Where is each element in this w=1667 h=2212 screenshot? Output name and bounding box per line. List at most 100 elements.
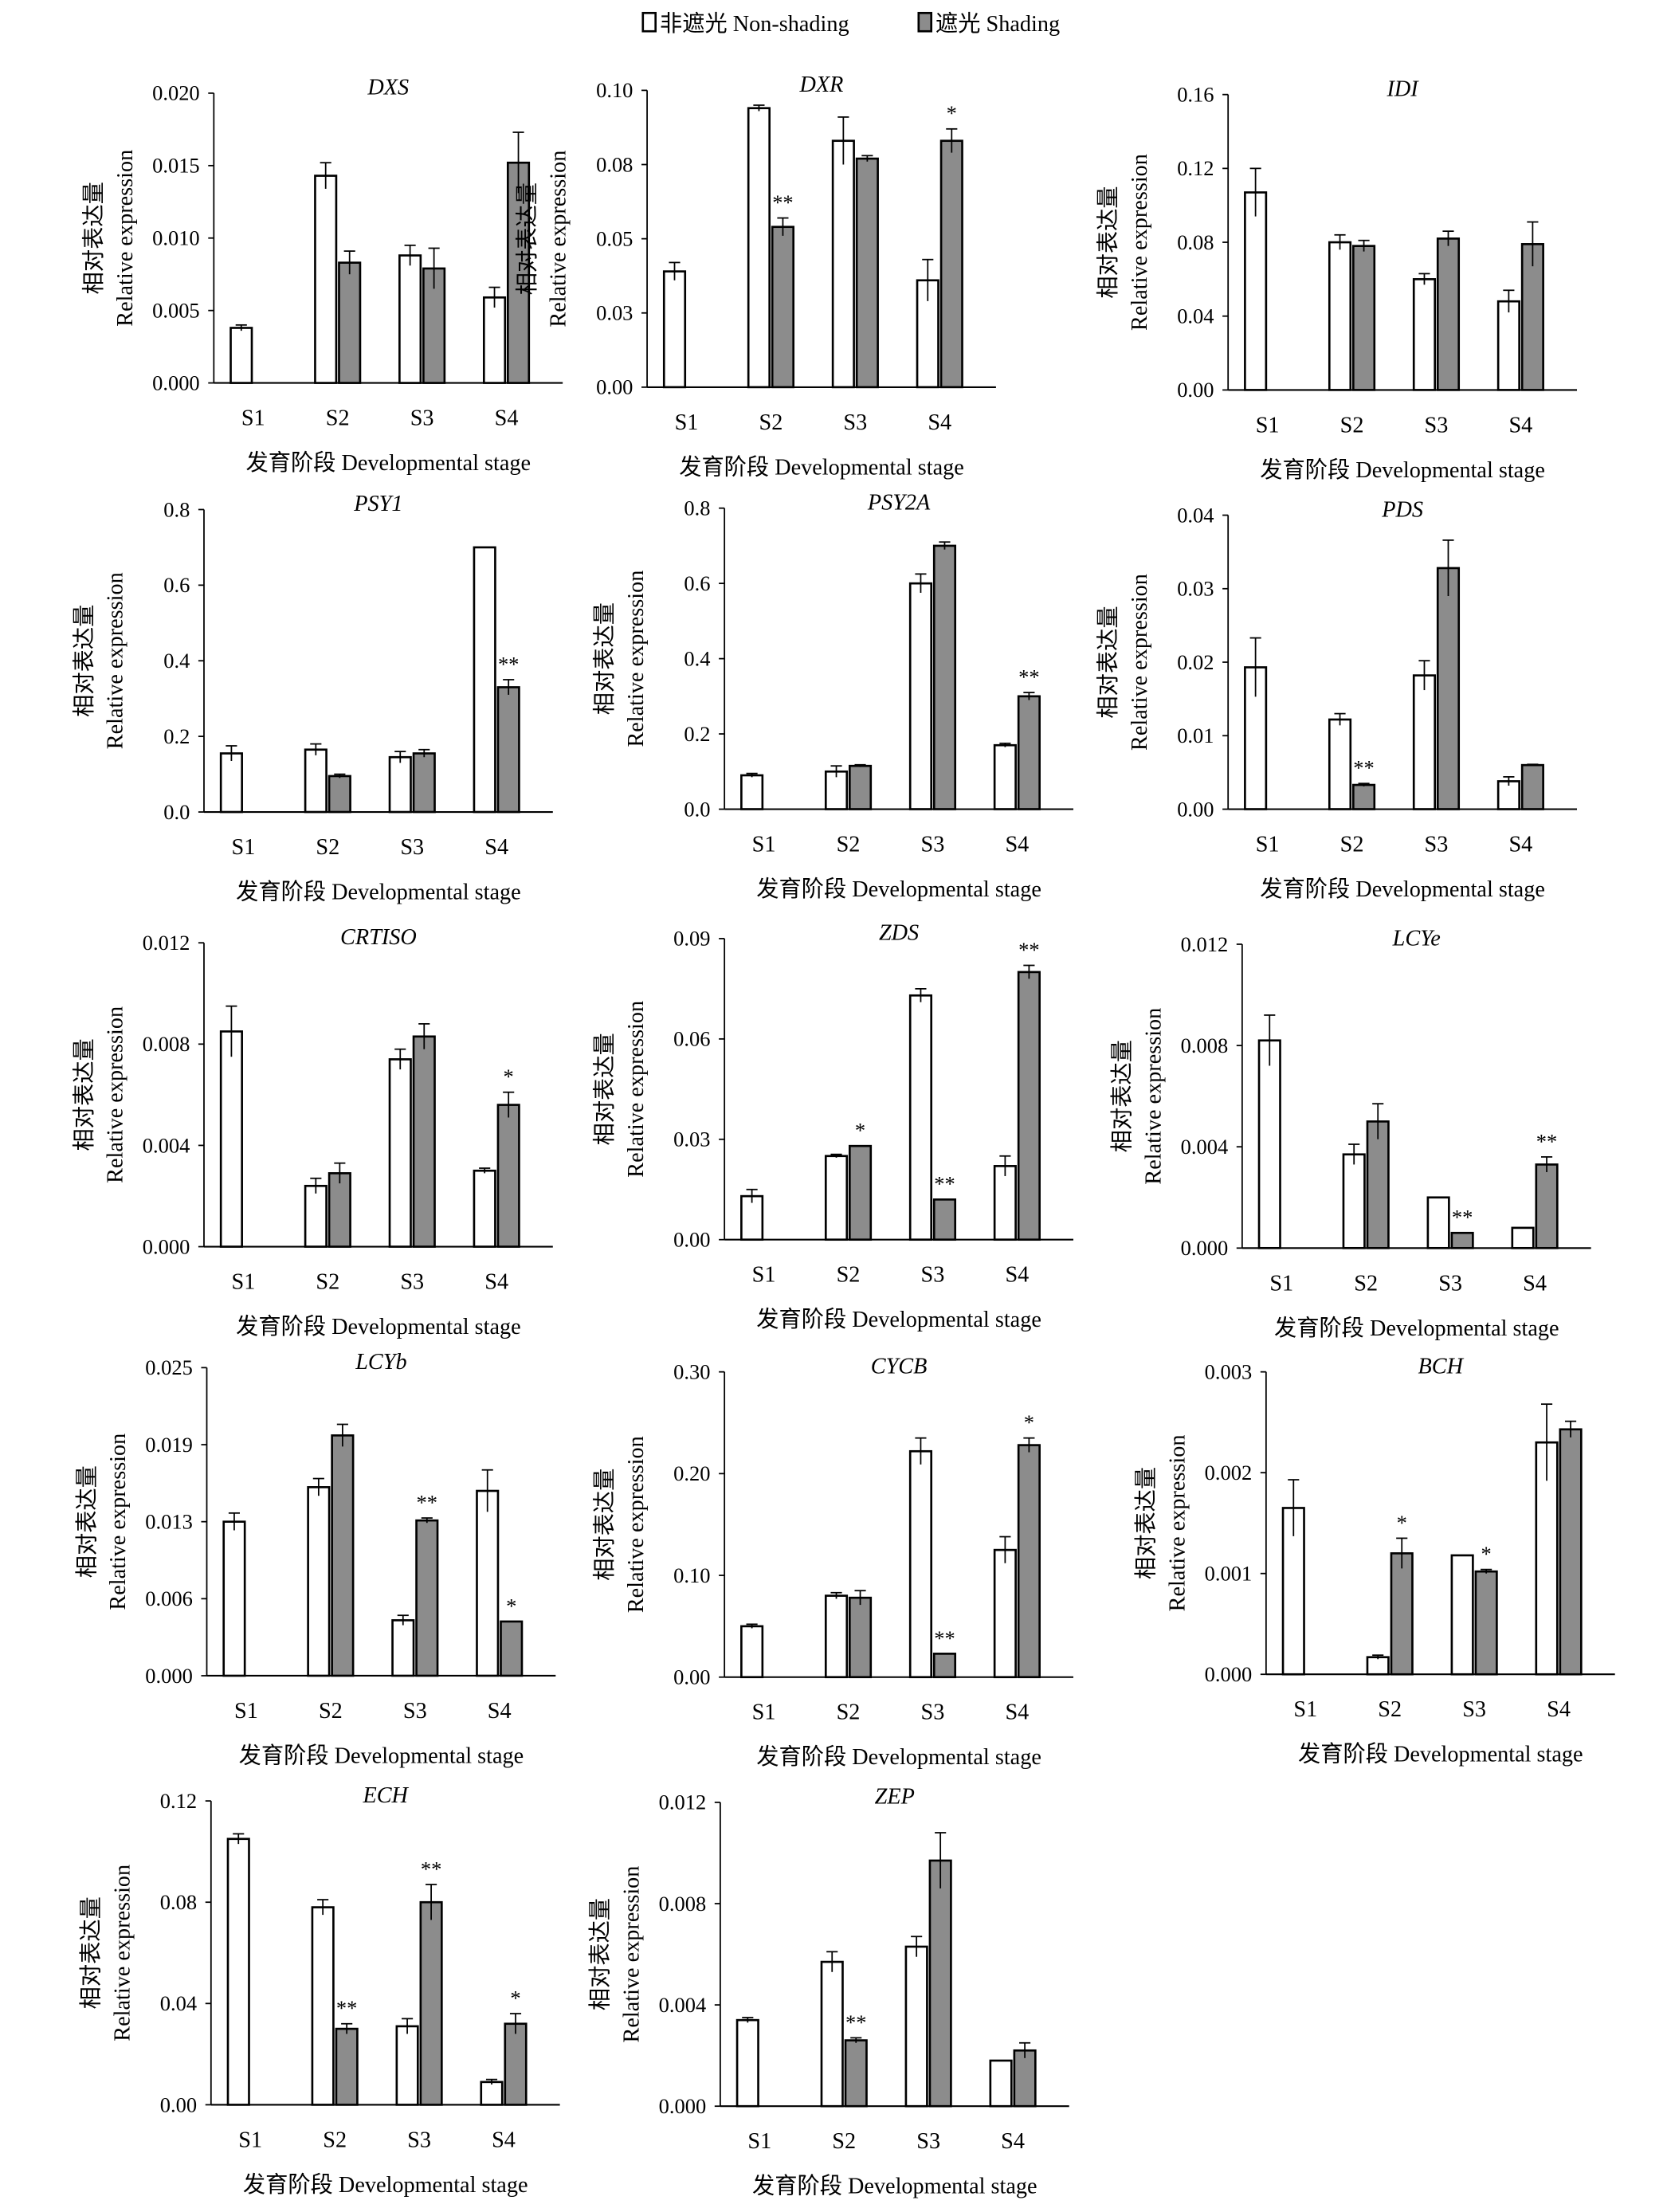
x-tick-label: S2 bbox=[1378, 1697, 1402, 1722]
x-tick-label: S1 bbox=[747, 2129, 771, 2154]
x-tick-label: S1 bbox=[752, 1263, 776, 1288]
significance-mark: ** bbox=[417, 1490, 437, 1514]
chart-psy2a: 0.0 0.2 0.4 0.6 0.8 PSY2A 相对表达量 Relative expres… bbox=[592, 490, 1074, 902]
bar-shading bbox=[1351, 245, 1376, 391]
y-axis-label-en: Relative expression bbox=[547, 151, 571, 327]
y-tick-label: 0.03 bbox=[673, 1128, 710, 1151]
y-tick-label: 0.4 bbox=[163, 649, 190, 673]
y-tick-label: 0.4 bbox=[684, 646, 710, 670]
chart-ech: 0.00 0.04 0.08 0.12 ECH 相对表达量 Relative express… bbox=[79, 1783, 560, 2198]
significance-mark: ** bbox=[336, 1996, 357, 2020]
chart-title: PDS bbox=[1381, 497, 1423, 522]
bar-non-shading bbox=[1328, 718, 1352, 810]
x-tick-label: S4 bbox=[1547, 1697, 1571, 1722]
bar-non-shading bbox=[304, 1184, 328, 1248]
bar-non-shading bbox=[908, 994, 933, 1241]
y-axis-label-cn: 相对表达量 bbox=[1134, 1467, 1159, 1579]
chart-title: ZDS bbox=[879, 921, 919, 946]
bar-non-shading bbox=[1535, 1441, 1559, 1676]
significance-mark: * bbox=[1481, 1542, 1492, 1566]
x-tick-label: S4 bbox=[1508, 832, 1532, 857]
y-tick-label: 0.00 bbox=[673, 1228, 710, 1252]
chart-title: LCYe bbox=[1392, 927, 1441, 951]
y-tick-label: 0.002 bbox=[1205, 1461, 1253, 1484]
x-tick-label: S2 bbox=[326, 406, 350, 431]
x-tick-label: S1 bbox=[234, 1699, 258, 1724]
chart-title: DXS bbox=[367, 76, 409, 100]
bar-non-shading bbox=[1496, 300, 1520, 391]
x-tick-label: S4 bbox=[1523, 1271, 1547, 1296]
chart-title: CRTISO bbox=[340, 925, 417, 950]
chart-psy1: 0.0 0.2 0.4 0.6 0.8 PSY1 相对表达量 Relative express… bbox=[72, 492, 553, 904]
bar-shading bbox=[1017, 695, 1041, 810]
x-axis-label: 发育阶段 Developmental stage bbox=[756, 1744, 1041, 1770]
bar-non-shading bbox=[824, 1155, 849, 1241]
chart-title: PSY2A bbox=[867, 490, 931, 515]
x-tick-label: S2 bbox=[323, 2128, 347, 2152]
y-tick-label: 0.004 bbox=[143, 1133, 190, 1157]
legend-swatch-non-shading bbox=[641, 11, 657, 33]
y-tick-label: 0.025 bbox=[145, 1355, 193, 1379]
legend-swatch-shading bbox=[917, 11, 933, 33]
y-tick-label: 0.6 bbox=[163, 573, 190, 597]
chart-title: ZEP bbox=[875, 1785, 915, 1810]
x-tick-label: S1 bbox=[232, 1270, 256, 1295]
x-tick-label: S2 bbox=[316, 835, 339, 860]
significance-mark: * bbox=[510, 1986, 520, 2010]
bar-non-shading bbox=[1366, 1656, 1390, 1676]
significance-mark: * bbox=[855, 1119, 865, 1143]
y-tick-label: 0.10 bbox=[673, 1563, 710, 1587]
bar-shading bbox=[771, 226, 795, 389]
y-tick-label: 0.04 bbox=[160, 1991, 197, 2015]
bar-non-shading bbox=[740, 1625, 764, 1679]
bar-shading bbox=[848, 1596, 873, 1679]
x-tick-label: S2 bbox=[837, 832, 861, 857]
y-tick-label: 0.16 bbox=[1177, 83, 1214, 107]
x-axis-label: 发育阶段 Developmental stage bbox=[756, 1307, 1041, 1332]
y-tick-label: 0.004 bbox=[659, 1993, 707, 2017]
y-axis-label-en: Relative expression bbox=[106, 1433, 131, 1610]
bar-non-shading bbox=[1412, 278, 1437, 391]
significance-mark: ** bbox=[934, 1626, 955, 1650]
chart-zep: 0.000 0.004 0.008 0.012 ZEP 相对表达量 Relative exp… bbox=[588, 1785, 1069, 2199]
y-tick-label: 0.00 bbox=[596, 375, 633, 399]
significance-mark: ** bbox=[845, 2010, 866, 2034]
y-tick-label: 0.6 bbox=[684, 571, 710, 595]
x-tick-label: S4 bbox=[1005, 832, 1029, 857]
chart-title: DXR bbox=[799, 73, 844, 97]
bar-non-shading bbox=[398, 254, 422, 384]
significance-mark: ** bbox=[1536, 1129, 1557, 1153]
bar-non-shading bbox=[395, 2025, 419, 2106]
bar-shading bbox=[338, 261, 362, 384]
y-tick-label: 0.008 bbox=[143, 1032, 190, 1056]
x-tick-label: S4 bbox=[484, 835, 508, 860]
bar-shading bbox=[496, 686, 520, 814]
y-tick-label: 0.000 bbox=[145, 1664, 193, 1688]
bar-shading bbox=[1017, 971, 1041, 1241]
bar-shading bbox=[855, 157, 879, 389]
bar-non-shading bbox=[476, 1489, 500, 1677]
y-tick-label: 0.00 bbox=[1177, 378, 1214, 402]
y-axis-label-en: Relative expression bbox=[624, 571, 649, 747]
x-tick-label: S1 bbox=[241, 406, 265, 431]
y-axis-label-cn: 相对表达量 bbox=[588, 1898, 614, 2010]
chart-title: PSY1 bbox=[353, 492, 402, 516]
y-tick-label: 0.8 bbox=[684, 496, 710, 520]
y-axis-label-cn: 相对表达量 bbox=[72, 605, 97, 717]
bar-shading bbox=[415, 1519, 439, 1677]
chart-idi: 0.00 0.04 0.08 0.12 0.16 IDI 相对表达量 Relative exp… bbox=[1096, 76, 1578, 483]
y-tick-label: 0.2 bbox=[684, 722, 710, 746]
bar-non-shading bbox=[314, 175, 338, 384]
chart-title: CYCB bbox=[871, 1354, 928, 1379]
x-tick-label: S4 bbox=[1005, 1700, 1029, 1725]
y-axis-label-en: Relative expression bbox=[624, 1436, 649, 1613]
x-tick-label: S2 bbox=[1340, 832, 1364, 857]
x-tick-label: S3 bbox=[921, 1700, 945, 1725]
bar-non-shading bbox=[747, 107, 771, 389]
y-tick-label: 0.08 bbox=[1177, 230, 1214, 254]
y-tick-label: 0.0 bbox=[684, 797, 710, 821]
y-axis-label-en: Relative expression bbox=[104, 572, 128, 749]
x-tick-label: S4 bbox=[1001, 2129, 1025, 2154]
